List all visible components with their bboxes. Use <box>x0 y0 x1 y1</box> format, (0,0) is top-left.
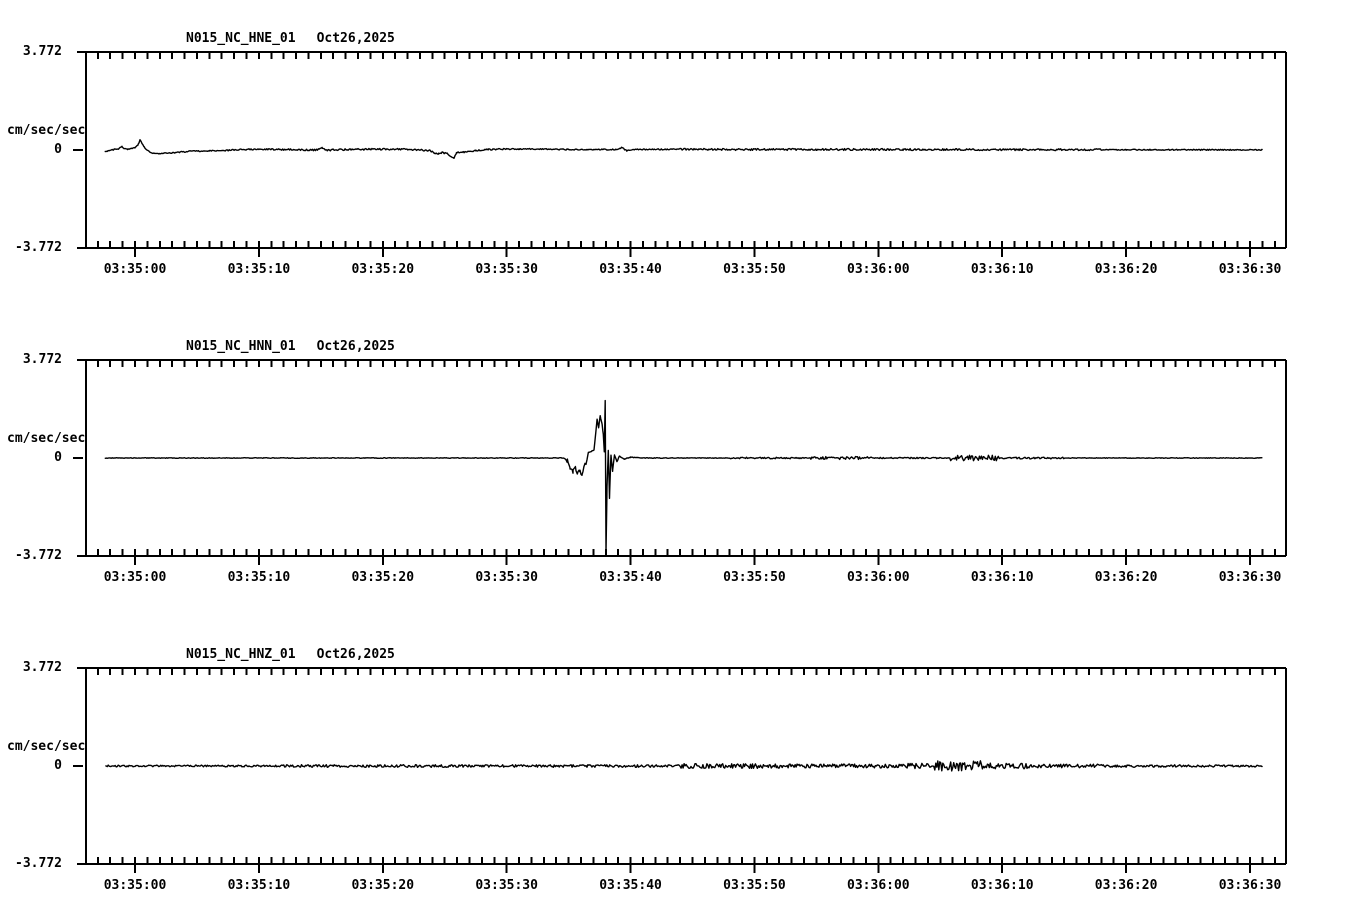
xtick-label: 03:35:30 <box>475 878 538 893</box>
xtick-label: 03:35:00 <box>103 262 167 277</box>
xtick-label: 03:35:20 <box>351 262 415 277</box>
station-channel-label: N015_NC_HNZ_01 <box>186 647 296 662</box>
xtick-label: 03:35:30 <box>475 262 538 277</box>
ytick-min-label: -3.772 <box>15 856 62 871</box>
xtick-label: 03:36:00 <box>847 570 910 585</box>
xtick-label: 03:35:00 <box>103 878 167 893</box>
xtick-label: 03:36:30 <box>1218 262 1282 277</box>
seismic-trace <box>104 399 1263 554</box>
panel-title: N015_NC_HNE_01 Oct26,2025 <box>186 31 395 46</box>
xtick-label: 03:35:10 <box>227 262 291 277</box>
xtick-label: 03:35:50 <box>723 878 786 893</box>
xtick-label: 03:36:10 <box>970 878 1034 893</box>
date-label: Oct26,2025 <box>316 31 395 46</box>
xtick-label: 03:35:50 <box>723 262 786 277</box>
xtick-label: 03:36:10 <box>970 570 1034 585</box>
station-channel-label: N015_NC_HNN_01 <box>186 339 296 354</box>
xtick-label: 03:35:20 <box>351 878 415 893</box>
ytick-zero-label: 0 <box>54 758 62 773</box>
date-label: Oct26,2025 <box>316 339 395 354</box>
seismic-trace <box>104 139 1263 159</box>
panel-title: N015_NC_HNZ_01 Oct26,2025 <box>186 647 395 662</box>
xtick-label: 03:35:40 <box>599 570 662 585</box>
ytick-max-label: 3.772 <box>22 44 62 59</box>
xtick-label: 03:36:20 <box>1094 878 1158 893</box>
xtick-label: 03:35:40 <box>599 878 662 893</box>
y-axis-unit-label: cm/sec/sec <box>7 123 86 138</box>
xtick-label: 03:36:20 <box>1094 262 1158 277</box>
xtick-label: 03:35:40 <box>599 262 662 277</box>
ytick-min-label: -3.772 <box>15 240 62 255</box>
ytick-max-label: 3.772 <box>22 660 62 675</box>
waveform-panel-hnn: N015_NC_HNN_01 Oct26,2025 3.772 cm/sec/se… <box>0 308 1358 616</box>
xtick-label: 03:36:20 <box>1094 570 1158 585</box>
xtick-label: 03:36:00 <box>847 262 910 277</box>
station-channel-label: N015_NC_HNE_01 <box>186 31 296 46</box>
xtick-label: 03:35:30 <box>475 570 538 585</box>
date-label: Oct26,2025 <box>316 647 395 662</box>
xtick-label: 03:35:20 <box>351 570 415 585</box>
waveform-panel-hne: N015_NC_HNE_01 Oct26,2025 3.772 cm/sec/se… <box>0 0 1358 308</box>
waveform-panel-hnz: N015_NC_HNZ_01 Oct26,2025 3.772 cm/sec/se… <box>0 616 1358 924</box>
xtick-label: 03:35:50 <box>723 570 786 585</box>
xtick-label: 03:35:10 <box>227 570 291 585</box>
xtick-label: 03:36:30 <box>1218 878 1282 893</box>
seismic-trace <box>105 760 1263 772</box>
xtick-label: 03:36:30 <box>1218 570 1282 585</box>
ytick-min-label: -3.772 <box>15 548 62 563</box>
waveform-plot-svg <box>73 667 1287 873</box>
xtick-label: 03:35:10 <box>227 878 291 893</box>
xtick-label: 03:36:00 <box>847 878 910 893</box>
ytick-zero-label: 0 <box>54 142 62 157</box>
xtick-label: 03:36:10 <box>970 262 1034 277</box>
ytick-zero-label: 0 <box>54 450 62 465</box>
ytick-max-label: 3.772 <box>22 352 62 367</box>
panel-title: N015_NC_HNN_01 Oct26,2025 <box>186 339 395 354</box>
y-axis-unit-label: cm/sec/sec <box>7 739 86 754</box>
y-axis-unit-label: cm/sec/sec <box>7 431 86 446</box>
waveform-plot-svg <box>73 359 1287 565</box>
xtick-label: 03:35:00 <box>103 570 167 585</box>
waveform-plot-svg <box>73 51 1287 257</box>
